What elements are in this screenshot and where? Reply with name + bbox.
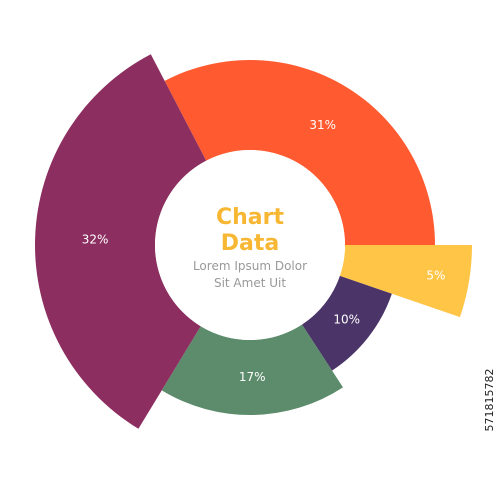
slice xyxy=(339,245,472,318)
slice-label: 5% xyxy=(426,269,445,283)
slice xyxy=(301,275,392,371)
slice xyxy=(161,324,343,415)
slices xyxy=(35,54,472,429)
center-hole xyxy=(155,150,345,340)
slice-label: 31% xyxy=(309,118,336,132)
chart-title: Chart Data xyxy=(216,205,285,256)
chart-subtitle: Lorem Ipsum Dolor Sit Amet Uit xyxy=(193,259,307,290)
watermark: 571815782 xyxy=(483,369,496,432)
slice xyxy=(35,54,207,429)
slice xyxy=(164,60,435,245)
slice-label: 10% xyxy=(333,313,360,327)
slice-label: 17% xyxy=(239,370,266,384)
slice-label: 32% xyxy=(82,232,109,246)
